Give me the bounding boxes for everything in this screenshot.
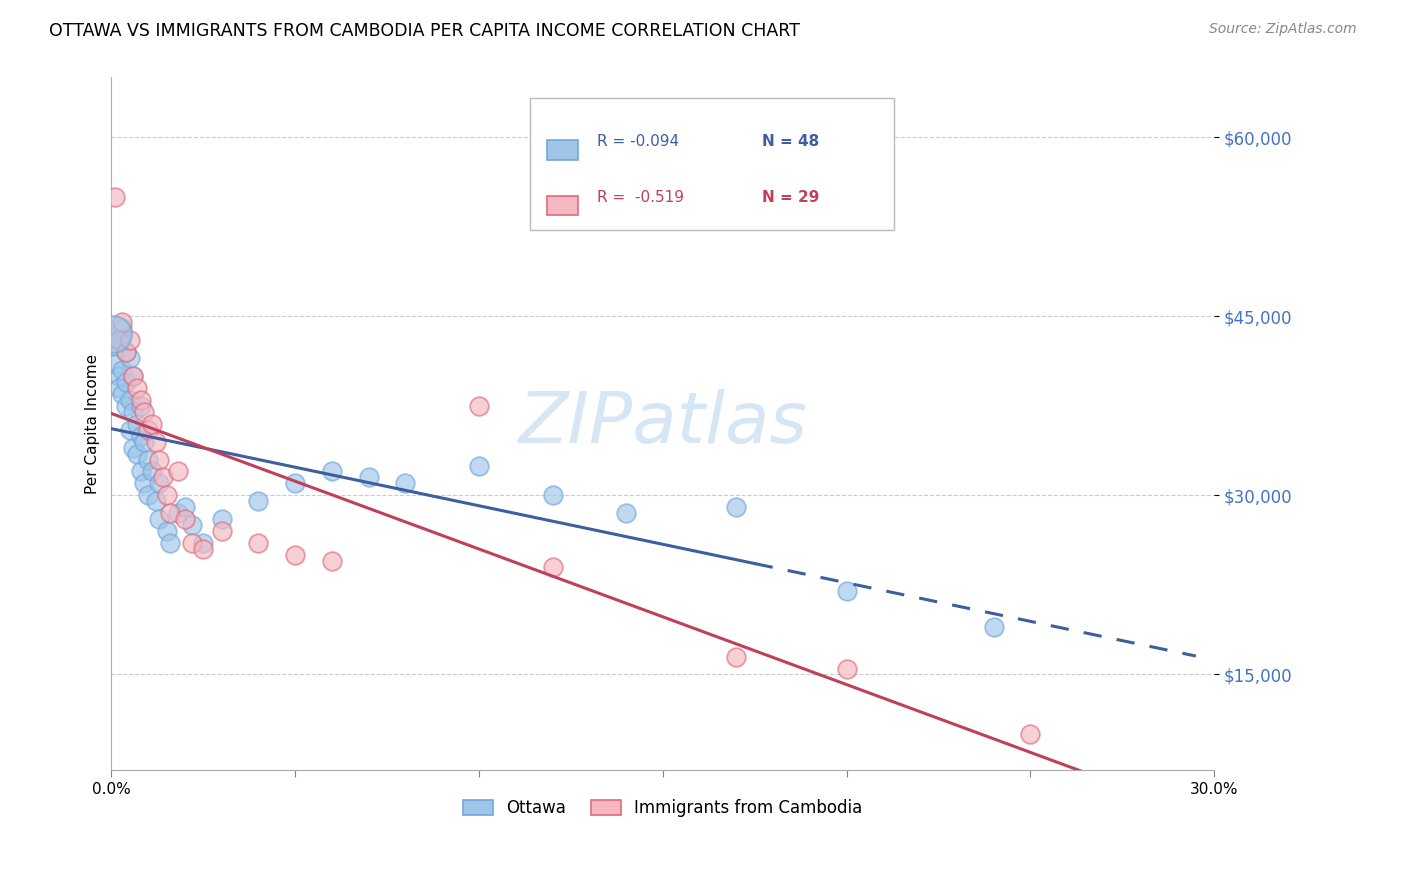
Point [129, 392, 152, 407]
Point [284, 476, 307, 491]
Point [247, 536, 270, 550]
Point [166, 506, 188, 520]
Text: N = 29: N = 29 [762, 190, 820, 205]
Point [127, 446, 149, 460]
FancyBboxPatch shape [530, 98, 894, 230]
Point [148, 452, 170, 467]
Point [111, 363, 134, 377]
Point [136, 452, 159, 467]
Point [211, 524, 233, 538]
Point [835, 661, 858, 675]
Point [211, 512, 233, 526]
Point [152, 470, 174, 484]
Y-axis label: Per Capita Income: Per Capita Income [86, 353, 100, 494]
Point [141, 417, 163, 431]
Point [193, 536, 215, 550]
Point [115, 345, 138, 359]
Point [127, 381, 149, 395]
Point [159, 536, 181, 550]
Point [148, 476, 170, 491]
Point [134, 476, 156, 491]
Point [103, 327, 125, 342]
Point [468, 399, 491, 413]
Point [145, 494, 167, 508]
Point [321, 554, 343, 568]
Text: R = -0.094: R = -0.094 [596, 135, 679, 149]
Point [284, 548, 307, 562]
Point [394, 476, 416, 491]
Point [181, 518, 204, 533]
Point [181, 536, 204, 550]
Point [321, 465, 343, 479]
Point [174, 500, 197, 515]
Text: OTTAWA VS IMMIGRANTS FROM CAMBODIA PER CAPITA INCOME CORRELATION CHART: OTTAWA VS IMMIGRANTS FROM CAMBODIA PER C… [49, 22, 800, 40]
Point [118, 351, 141, 365]
Point [155, 524, 177, 538]
Point [115, 375, 138, 389]
Point [118, 423, 141, 437]
Point [115, 345, 138, 359]
Point [148, 512, 170, 526]
Point [159, 506, 181, 520]
Point [107, 381, 129, 395]
Point [174, 512, 197, 526]
Point [104, 357, 127, 371]
Point [127, 417, 149, 431]
Point [107, 333, 129, 347]
Point [136, 423, 159, 437]
FancyBboxPatch shape [547, 140, 578, 160]
Point [141, 465, 163, 479]
Point [122, 368, 145, 383]
Text: R =  -0.519: R = -0.519 [596, 190, 683, 205]
Point [129, 465, 152, 479]
Point [1019, 727, 1042, 741]
Point [118, 333, 141, 347]
Point [357, 470, 380, 484]
Point [614, 506, 637, 520]
Point [983, 620, 1005, 634]
Point [104, 339, 127, 353]
Text: Source: ZipAtlas.com: Source: ZipAtlas.com [1209, 22, 1357, 37]
Point [129, 399, 152, 413]
Point [111, 315, 134, 329]
Point [541, 488, 564, 502]
Point [468, 458, 491, 473]
Point [725, 649, 748, 664]
Point [129, 428, 152, 442]
Point [725, 500, 748, 515]
Point [107, 333, 129, 347]
Point [134, 405, 156, 419]
Point [122, 441, 145, 455]
Point [541, 560, 564, 574]
Point [104, 190, 127, 204]
Point [107, 368, 129, 383]
Text: N = 48: N = 48 [762, 135, 820, 149]
Point [118, 392, 141, 407]
Point [247, 494, 270, 508]
Point [193, 542, 215, 557]
Point [134, 434, 156, 449]
Text: ZIPatlas: ZIPatlas [519, 389, 807, 458]
Point [115, 399, 138, 413]
Point [155, 488, 177, 502]
Point [122, 405, 145, 419]
Point [111, 321, 134, 335]
FancyBboxPatch shape [547, 196, 578, 215]
Point [835, 583, 858, 598]
Point [166, 465, 188, 479]
Legend: Ottawa, Immigrants from Cambodia: Ottawa, Immigrants from Cambodia [457, 793, 869, 824]
Point [145, 434, 167, 449]
Point [111, 387, 134, 401]
Point [122, 368, 145, 383]
Point [136, 488, 159, 502]
